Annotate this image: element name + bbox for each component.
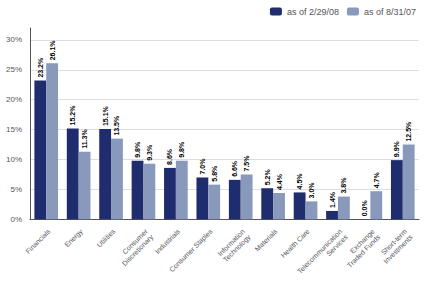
svg-text:5%: 5%: [10, 185, 22, 194]
svg-text:9.8%: 9.8%: [178, 141, 185, 158]
svg-text:Investments: Investments: [382, 233, 414, 265]
svg-text:as of 8/31/07: as of 8/31/07: [364, 7, 416, 17]
svg-text:5.2%: 5.2%: [264, 168, 271, 185]
svg-text:13.5%: 13.5%: [113, 115, 120, 136]
svg-text:Information: Information: [216, 227, 246, 258]
svg-text:Discretionary: Discretionary: [121, 233, 156, 268]
svg-text:30%: 30%: [6, 35, 22, 44]
svg-text:15%: 15%: [6, 125, 22, 134]
svg-text:4.4%: 4.4%: [276, 173, 283, 190]
svg-text:1.4%: 1.4%: [329, 191, 336, 208]
svg-text:3.8%: 3.8%: [340, 177, 347, 194]
svg-text:Telecommunication: Telecommunication: [296, 228, 343, 275]
svg-text:7.5%: 7.5%: [243, 155, 250, 172]
svg-text:7.0%: 7.0%: [199, 158, 206, 175]
svg-text:Energy: Energy: [63, 227, 85, 249]
svg-text:Exchange: Exchange: [348, 227, 376, 255]
svg-text:as of 2/29/08: as of 2/29/08: [287, 7, 339, 17]
svg-text:Consumer: Consumer: [121, 227, 149, 256]
svg-text:3.0%: 3.0%: [308, 182, 315, 199]
svg-text:9.3%: 9.3%: [146, 144, 153, 161]
svg-text:25%: 25%: [6, 65, 22, 74]
svg-text:10%: 10%: [6, 155, 22, 164]
svg-text:Consumer Staples: Consumer Staples: [168, 227, 215, 274]
svg-text:Services: Services: [325, 233, 349, 257]
svg-text:Financials: Financials: [24, 227, 52, 255]
svg-text:4.7%: 4.7%: [373, 171, 380, 188]
svg-text:Utilities: Utilities: [95, 227, 116, 248]
svg-text:5.8%: 5.8%: [211, 165, 218, 182]
svg-text:23.2%: 23.2%: [37, 57, 44, 78]
svg-text:Short-term: Short-term: [379, 227, 409, 256]
svg-text:20%: 20%: [6, 95, 22, 104]
svg-text:9.8%: 9.8%: [134, 141, 141, 158]
svg-text:15.2%: 15.2%: [69, 105, 76, 126]
svg-text:4.5%: 4.5%: [296, 173, 303, 190]
svg-text:Health Care: Health Care: [280, 228, 311, 259]
svg-text:8.6%: 8.6%: [166, 148, 173, 165]
svg-text:15.1%: 15.1%: [102, 105, 109, 126]
svg-text:6.6%: 6.6%: [231, 160, 238, 177]
svg-text:Technology: Technology: [222, 233, 253, 264]
svg-text:Materials: Materials: [253, 227, 278, 252]
svg-text:Industrials: Industrials: [154, 227, 182, 255]
svg-text:Traded Funds: Traded Funds: [346, 233, 382, 269]
svg-text:9.9%: 9.9%: [393, 140, 400, 157]
svg-text:26.1%: 26.1%: [49, 40, 56, 61]
svg-text:0%: 0%: [10, 215, 22, 224]
svg-text:11.3%: 11.3%: [81, 129, 88, 149]
svg-text:0.0%: 0.0%: [361, 200, 368, 217]
svg-text:12.5%: 12.5%: [405, 121, 412, 142]
